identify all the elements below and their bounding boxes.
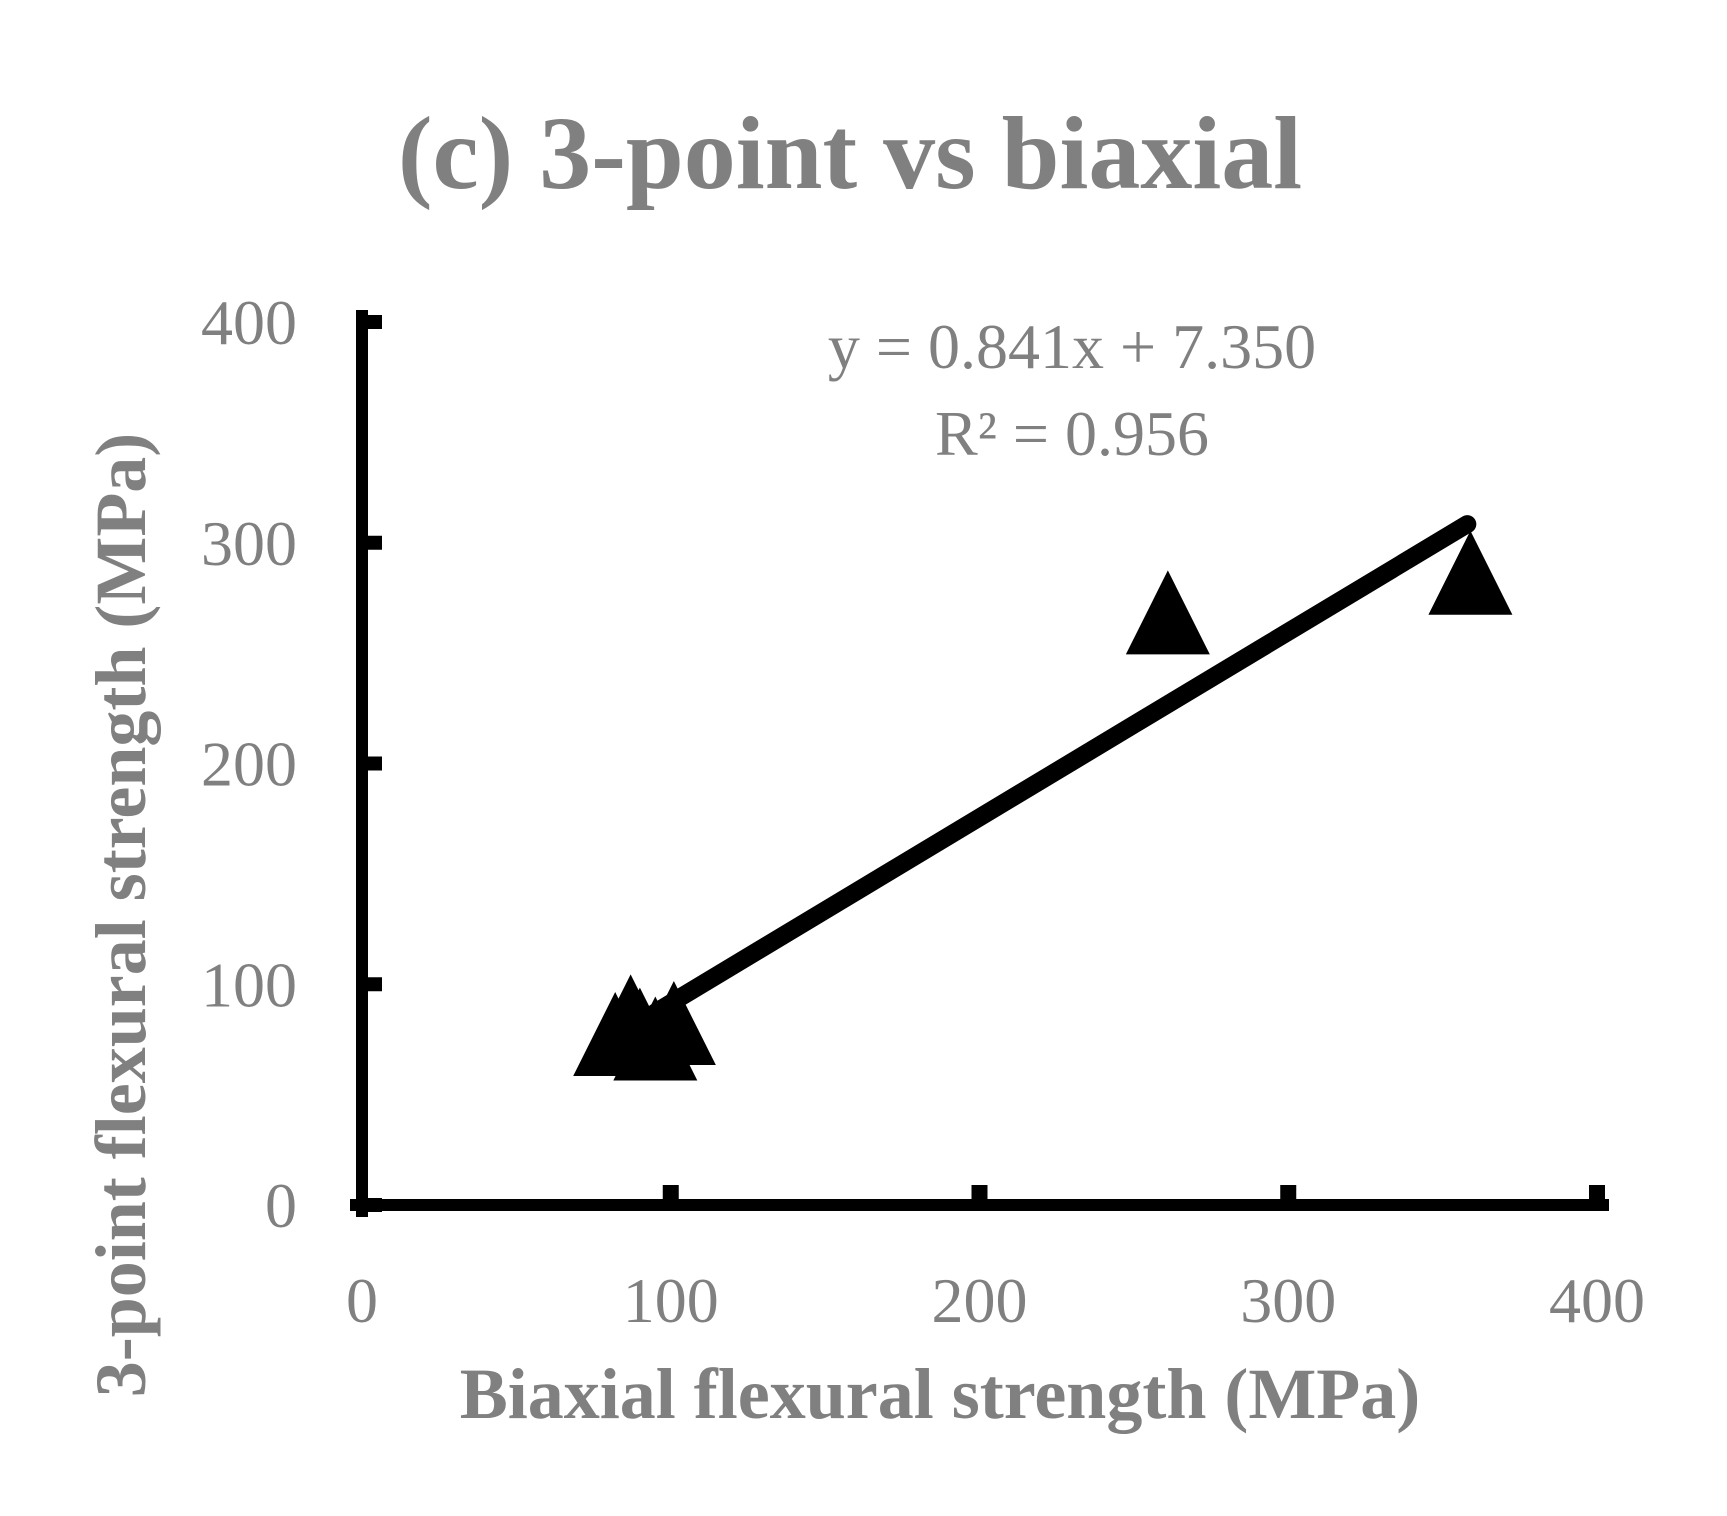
x-tick-mark: [662, 1185, 679, 1205]
y-tick-label: 0: [265, 1170, 297, 1241]
axes: [350, 310, 1609, 1217]
x-tick-label: 200: [932, 1265, 1028, 1336]
y-tick-label: 400: [201, 287, 297, 358]
y-tick-label: 200: [201, 729, 297, 800]
x-tick-label: 100: [623, 1265, 719, 1336]
data-point: [631, 981, 716, 1066]
y-tick-label: 300: [201, 508, 297, 579]
data-point: [1428, 530, 1513, 615]
y-tick-label: 100: [201, 949, 297, 1020]
y-tick-mark: [362, 977, 382, 992]
x-tick-label: 0: [346, 1265, 378, 1336]
x-tick-label: 400: [1549, 1265, 1645, 1336]
y-tick-mark: [362, 756, 382, 771]
trendline-layer: [646, 515, 1477, 1022]
x-tick-mark: [1589, 1185, 1605, 1205]
x-axis-label: Biaxial flexural strength (MPa): [460, 1354, 1421, 1434]
points-layer: [573, 530, 1513, 1081]
r-squared-label: R² = 0.956: [935, 398, 1209, 469]
x-tick-label: 300: [1240, 1265, 1336, 1336]
chart-title: (c) 3-point vs biaxial: [398, 96, 1302, 211]
y-tick-mark: [362, 315, 382, 329]
y-tick-mark: [362, 1198, 382, 1212]
trendline: [646, 515, 1477, 1022]
data-point: [1125, 570, 1210, 655]
x-tick-mark: [1280, 1185, 1297, 1205]
y-tick-mark: [362, 535, 382, 550]
trendline-equation: y = 0.841x + 7.350: [828, 311, 1316, 382]
y-axis-label: 3-point flexural strength (MPa): [81, 433, 161, 1398]
x-tick-labels: 0 100 200 300 400: [346, 1265, 1645, 1336]
y-tick-labels: 0 100 200 300 400: [201, 287, 297, 1241]
x-tick-mark: [971, 1185, 988, 1205]
